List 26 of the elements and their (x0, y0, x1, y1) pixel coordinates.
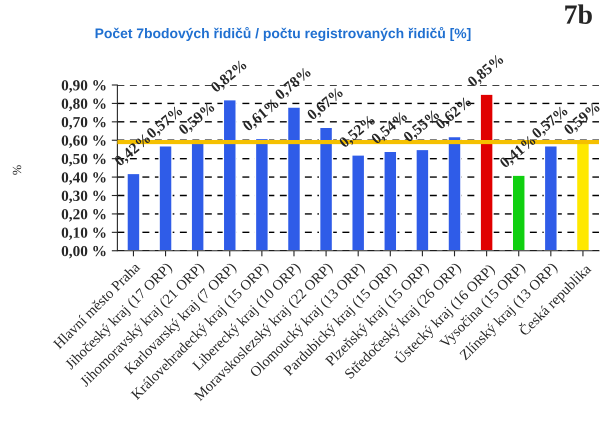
y-tick-label: 0,60 % (62, 135, 106, 148)
bar (415, 148, 430, 251)
bar (254, 138, 269, 251)
y-tick-label: 0,00 % (62, 246, 106, 258)
text: 7b (565, 4, 592, 24)
y-tick-label: 0,30 % (62, 190, 106, 204)
bar (480, 94, 494, 251)
bar (286, 106, 302, 251)
y-tick-label: 0,50 % (62, 154, 106, 166)
chart-title: Počet 7bodových řidičů / počtu registrovaných řidičů [%] (96, 26, 470, 42)
bar (383, 150, 398, 251)
bar (126, 172, 141, 251)
y-tick-label: 0,10 % (62, 227, 106, 240)
y-tick-label: 0,70 % (62, 116, 106, 130)
bar (447, 136, 462, 251)
bar (318, 126, 334, 251)
bar (512, 174, 526, 251)
y-tick-label: 0,20 % (62, 209, 106, 222)
bar (544, 145, 558, 251)
y-tick-label: 0,80 % (62, 98, 106, 112)
y-axis-title: % (12, 165, 22, 175)
bar (222, 99, 237, 251)
bar (158, 145, 173, 251)
bar (351, 154, 366, 251)
y-tick-label: 0,90 % (62, 80, 106, 93)
y-tick-label: 0,40 % (62, 172, 106, 185)
